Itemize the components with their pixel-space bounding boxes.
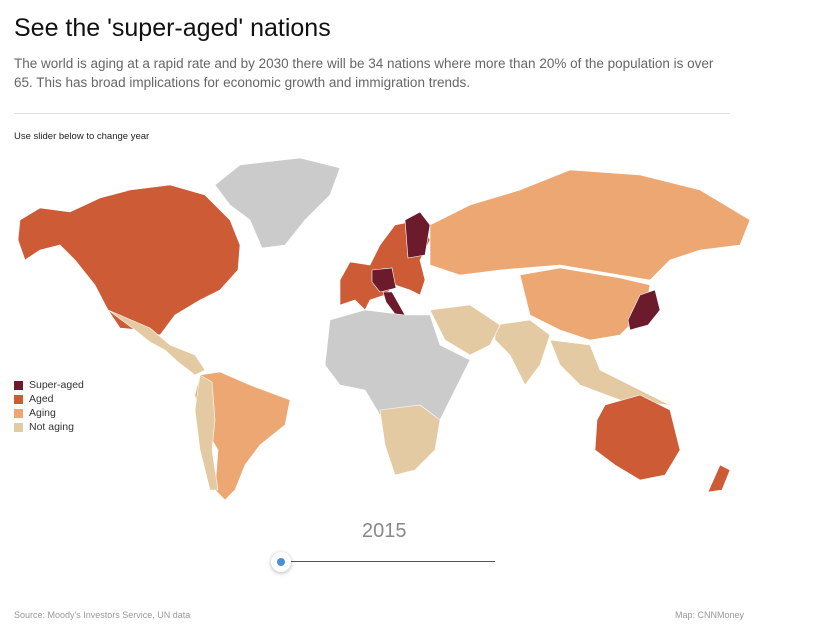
slider-track[interactable] [281,561,495,562]
region [627,289,661,331]
legend-swatch [14,394,23,404]
region [429,304,501,356]
legend-item: Aging [14,406,84,420]
year-label: 2015 [362,520,407,542]
title: See the 'super-aged' nations [14,14,331,42]
source: Source: Moody's Investors Service, UN da… [14,610,191,620]
legend-item: Super-aged [14,378,84,392]
legend-item: Not aging [14,420,84,434]
credit: Map: CNNMoney [674,610,744,620]
legend-label: Not aging [29,421,74,433]
region [429,169,751,281]
divider [14,113,730,114]
region [214,157,341,249]
region [379,404,441,476]
legend-swatch [14,380,23,390]
subtitle: The world is aging at a rapid rate and b… [14,56,714,90]
instruction: Use slider below to change year [14,131,150,142]
region [17,184,241,336]
legend-swatch [14,422,23,432]
slider-knob[interactable] [271,552,291,572]
region [494,319,551,386]
legend-label: Aging [29,407,56,419]
region [194,374,219,491]
legend-label: Aged [29,393,54,405]
region [404,211,431,259]
world-map [17,157,751,501]
region [371,267,397,293]
legend-label: Super-aged [29,379,84,391]
legend-swatch [14,408,23,418]
region [594,394,681,481]
region [107,309,206,376]
region [707,464,731,493]
legend-item: Aged [14,392,84,406]
legend: Super-aged Aged Aging Not aging [14,378,84,434]
region [549,339,671,406]
